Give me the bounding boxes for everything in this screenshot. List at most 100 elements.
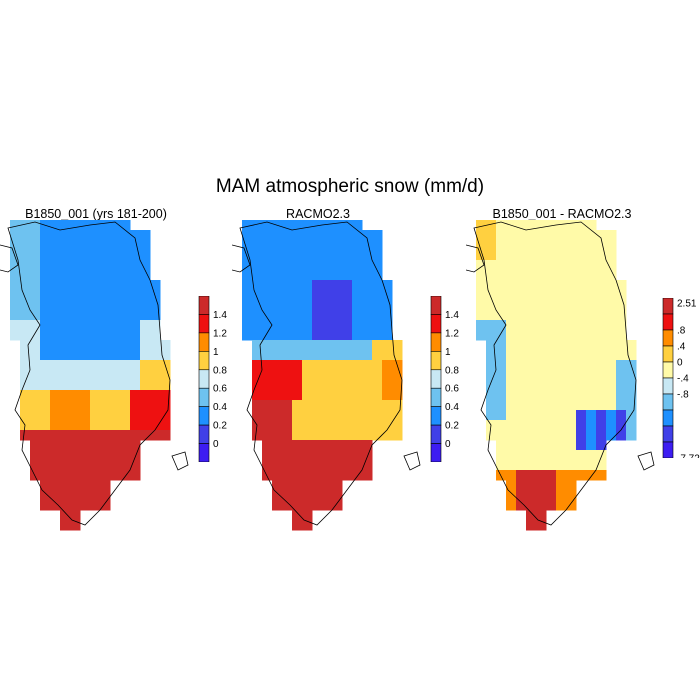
heatmap-cell (252, 430, 263, 441)
heatmap-cell (302, 250, 313, 261)
heatmap-cell (606, 320, 617, 331)
heatmap-cell (342, 380, 353, 391)
heatmap-cell (516, 410, 527, 421)
heatmap-cell (130, 430, 141, 441)
heatmap-cell (556, 370, 567, 381)
colorbar-tick-label: -.4 (677, 374, 689, 385)
heatmap-cell (20, 230, 31, 241)
heatmap-cell (486, 370, 497, 381)
heatmap-cell (352, 360, 363, 371)
heatmap-cell (80, 380, 91, 391)
heatmap-cell (476, 260, 487, 271)
heatmap-cell (546, 380, 557, 391)
heatmap-cell (70, 490, 81, 501)
heatmap-cell (536, 470, 547, 481)
heatmap-cell (272, 440, 283, 451)
heatmap-cell (50, 340, 61, 351)
heatmap-cell (272, 340, 283, 351)
heatmap-cell (536, 510, 547, 521)
heatmap-cell (526, 440, 537, 451)
heatmap-cell (150, 360, 161, 371)
heatmap-cell (546, 480, 557, 491)
heatmap-cell (10, 260, 21, 271)
heatmap-cell (110, 350, 121, 361)
heatmap-cell (536, 370, 547, 381)
heatmap-cell (362, 420, 373, 431)
heatmap-cell (140, 260, 151, 271)
heatmap-cell (506, 230, 517, 241)
heatmap-cell (556, 330, 567, 341)
heatmap-cell (262, 400, 273, 411)
heatmap-cell (100, 430, 111, 441)
heatmap-cell (556, 250, 567, 261)
main-title: MAM atmospheric snow (mm/d) (215, 176, 485, 197)
heatmap-cell (90, 350, 101, 361)
heatmap-cell (150, 300, 161, 311)
heatmap-cell (586, 410, 597, 421)
colorbar-tick-label: 1.4 (445, 310, 459, 321)
heatmap-cell (606, 310, 617, 321)
heatmap-cell (626, 340, 637, 351)
heatmap-cell (556, 490, 567, 501)
heatmap-cell (160, 350, 171, 361)
heatmap-cell (100, 370, 111, 381)
heatmap-cell (616, 420, 627, 431)
map-panel-b1850 (0, 220, 189, 531)
heatmap-cell (110, 320, 121, 331)
heatmap-cell (70, 220, 81, 231)
heatmap-cell (536, 350, 547, 361)
heatmap-cell (606, 360, 617, 371)
heatmap-cell (526, 220, 537, 231)
heatmap-cell (506, 340, 517, 351)
heatmap-cell (292, 310, 303, 321)
heatmap-cell (110, 290, 121, 301)
heatmap-cell (160, 420, 171, 431)
heatmap-cell (110, 330, 121, 341)
heatmap-cell (90, 220, 101, 231)
heatmap-cell (292, 360, 303, 371)
heatmap-cell (556, 450, 567, 461)
heatmap-cell (40, 400, 51, 411)
heatmap-cell (302, 300, 313, 311)
heatmap-cell (20, 350, 31, 361)
heatmap-cell (282, 290, 293, 301)
heatmap-cell (50, 480, 61, 491)
heatmap-cell (282, 220, 293, 231)
heatmap-cell (546, 230, 557, 241)
heatmap-cell (292, 340, 303, 351)
heatmap-cell (130, 310, 141, 321)
heatmap-cell (516, 430, 527, 441)
heatmap-cell (362, 350, 373, 361)
heatmap-cell (70, 340, 81, 351)
heatmap-cell (272, 320, 283, 331)
heatmap-cell (576, 260, 587, 271)
heatmap-cell (342, 420, 353, 431)
heatmap-cell (70, 330, 81, 341)
heatmap-cell (332, 240, 343, 251)
heatmap-cell (332, 300, 343, 311)
heatmap-cell (496, 290, 507, 301)
heatmap-cell (40, 290, 51, 301)
heatmap-cell (486, 270, 497, 281)
heatmap-cell (556, 270, 567, 281)
heatmap-cell (252, 370, 263, 381)
heatmap-cell (322, 280, 333, 291)
heatmap-cell (536, 240, 547, 251)
heatmap-cell (80, 240, 91, 251)
ellesmere-coast (232, 244, 251, 273)
heatmap-cell (272, 470, 283, 481)
heatmap-cell (496, 440, 507, 451)
heatmap-cell (506, 370, 517, 381)
heatmap-cell (292, 430, 303, 441)
heatmap-cell (80, 360, 91, 371)
heatmap-cell (60, 460, 71, 471)
heatmap-cell (496, 230, 507, 241)
heatmap-cell (322, 290, 333, 301)
heatmap-cell (586, 290, 597, 301)
heatmap-cell (556, 350, 567, 361)
heatmap-cell (80, 440, 91, 451)
heatmap-cell (262, 440, 273, 451)
heatmap-cell (90, 480, 101, 491)
heatmap-cell (382, 420, 393, 431)
heatmap-cell (586, 360, 597, 371)
